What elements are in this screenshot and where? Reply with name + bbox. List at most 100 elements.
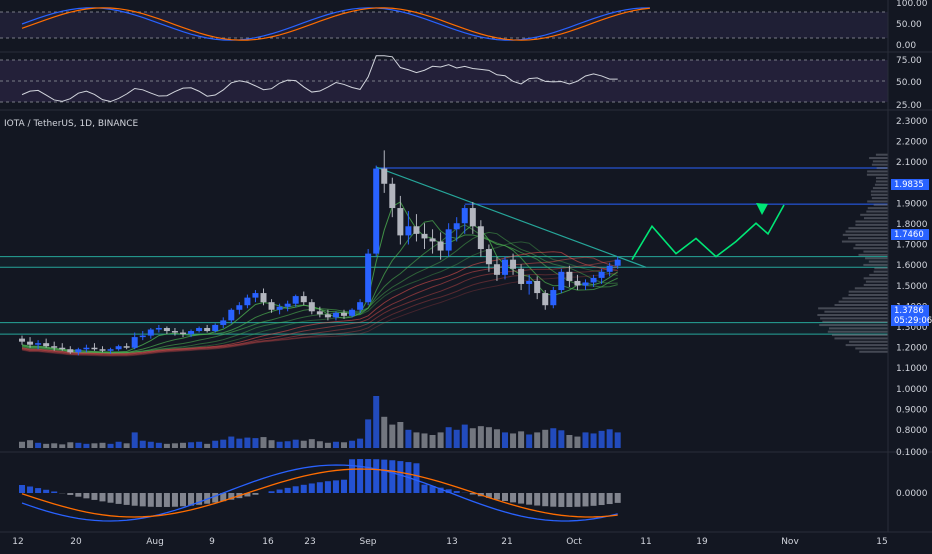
candle-body [244, 298, 250, 306]
volume-profile-bar [874, 204, 888, 206]
candle-body [454, 223, 460, 229]
volume-profile-bar [871, 194, 888, 196]
rsi-tick-label: 25.00 [896, 101, 922, 111]
volume-bar [293, 440, 299, 448]
candle-body [478, 226, 484, 249]
volume-profile-bar [818, 307, 888, 309]
candle-body [43, 343, 49, 346]
time-tick-label: 11 [640, 537, 651, 547]
macd-histogram-bar [574, 493, 580, 507]
volume-profile-bar [824, 311, 888, 313]
macd-histogram-bar [542, 493, 548, 506]
price-axis[interactable]: 2.30002.20002.10002.00001.90001.80001.70… [896, 117, 928, 458]
candle-body [413, 226, 419, 234]
price-tick-label: 1.9000 [896, 199, 928, 209]
macd-histogram-bar [172, 493, 178, 507]
price-tag-label: 1.7460 [894, 230, 924, 240]
macd-histogram-bar [381, 460, 387, 493]
volume-bar [59, 444, 65, 448]
stoch-tick-label: 100.00 [896, 0, 928, 9]
volume-profile-bar [817, 314, 888, 316]
volume-bar [502, 432, 508, 448]
macd-histogram-bar [422, 485, 428, 493]
volume-bar [574, 437, 580, 448]
candle-body [148, 330, 154, 336]
volume-profile-bar [876, 154, 888, 156]
volume-profile-bar [846, 231, 888, 233]
candle-body [615, 260, 621, 266]
macd-histogram-bar [599, 493, 605, 505]
price-tick-label: 2.1000 [896, 158, 928, 168]
candle-body [261, 293, 267, 302]
candle-body [188, 331, 194, 334]
volume-bar [83, 444, 89, 448]
volume-profile-bar [822, 321, 888, 323]
volume-bar [430, 435, 436, 448]
macd-histogram-bar [454, 491, 460, 493]
time-tick-label: 16 [262, 537, 274, 547]
volume-bar [228, 437, 234, 448]
candle-body [325, 314, 331, 317]
macd-histogram-bar [494, 493, 500, 500]
volume-bar [478, 426, 484, 448]
volume-bar [397, 422, 403, 448]
volume-profile-bar [867, 170, 888, 172]
candle-body [462, 208, 468, 223]
volume-profile-bar [860, 214, 888, 216]
time-tick-label: Aug [146, 537, 164, 547]
volume-profile-bar [865, 257, 888, 259]
macd-histogram-bar [518, 493, 524, 504]
volume-profile-bar [877, 167, 888, 169]
macd-histogram-bar [132, 493, 138, 506]
volume-bar [164, 444, 170, 448]
volume-bar [462, 425, 468, 448]
macd-histogram-bar [156, 493, 162, 507]
volume-profile-bar [871, 190, 888, 192]
volume-bar [252, 438, 258, 448]
macd-histogram-bar [309, 483, 315, 493]
time-tick-label: 23 [304, 537, 315, 547]
volume-bar [333, 442, 339, 448]
macd-histogram-bar [51, 491, 57, 493]
volume-profile-bar [846, 344, 888, 346]
price-tick-label: 1.6000 [896, 261, 928, 271]
candle-body [526, 281, 532, 284]
volume-profile-bar [853, 247, 888, 249]
candle-body [196, 328, 202, 331]
candle-body [100, 349, 106, 351]
volume-profile-bar [867, 174, 888, 176]
candle-body [502, 260, 508, 275]
candle-body [446, 229, 452, 250]
volume-profile-bar [868, 207, 888, 209]
volume-bar [454, 430, 460, 448]
price-tick-label: 1.2000 [896, 344, 928, 354]
volume-bar [51, 443, 57, 448]
candle-body [132, 337, 138, 348]
candle-body [341, 313, 347, 316]
candle-body [156, 328, 162, 330]
candle-body [301, 296, 307, 302]
candle-body [59, 348, 65, 350]
candle-body [397, 208, 403, 235]
volume-bar [599, 431, 605, 448]
macd-histogram-bar [510, 493, 516, 502]
candle-body [550, 290, 556, 305]
volume-profile-bar [834, 337, 888, 339]
volume-profile-bar [855, 347, 888, 349]
candle-body [599, 272, 605, 278]
rsi-pane[interactable] [0, 56, 888, 102]
volume-profile-bar [859, 351, 888, 353]
symbol-label: IOTA / TetherUS, 1D, BINANCE [4, 119, 139, 129]
volume-profile-bar [849, 341, 888, 343]
time-tick-label: 15 [876, 537, 887, 547]
candle-body [220, 320, 226, 325]
volume-profile-bar [864, 217, 888, 219]
macd-histogram-bar [583, 493, 589, 506]
stochastic-pane[interactable] [0, 8, 888, 40]
candle-body [212, 325, 218, 331]
price-tick-label: 1.5000 [896, 282, 928, 292]
macd-histogram-bar [534, 493, 540, 506]
macd-histogram-bar [325, 481, 331, 493]
